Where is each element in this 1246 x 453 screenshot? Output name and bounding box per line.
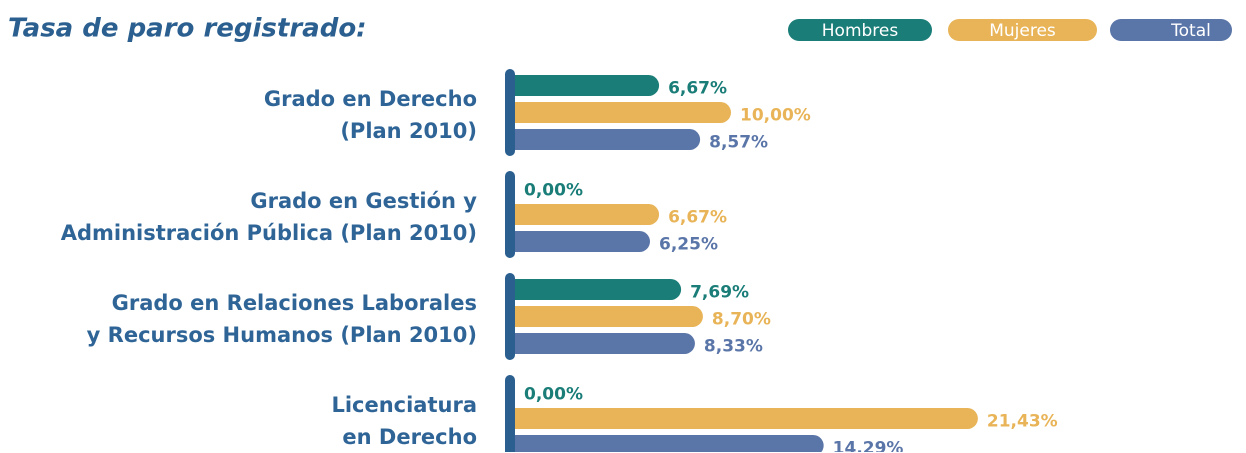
value-label: 6,67% (668, 79, 727, 99)
category-label: Grado en Derecho (Plan 2010) (263, 87, 477, 143)
category-label: Licenciatura en Derecho (331, 393, 477, 449)
bar (505, 102, 731, 123)
axis-bar (505, 171, 515, 258)
bar (505, 231, 650, 252)
legend-label: Mujeres (989, 21, 1056, 41)
legend-label: Total (1170, 21, 1211, 41)
bar (505, 333, 695, 354)
value-label: 8,70% (712, 310, 771, 330)
legend-swatch (948, 19, 1097, 41)
category-label: Grado en Gestión y Administración Públic… (60, 189, 477, 245)
bar (505, 75, 660, 96)
category-label: Grado en Relaciones Laborales y Recursos… (86, 291, 477, 347)
bar (505, 204, 660, 225)
legend-swatch (788, 19, 932, 41)
value-label: 14,29% (833, 439, 904, 453)
value-label: 7,69% (690, 283, 749, 303)
legend-label: Hombres (822, 21, 899, 41)
axis-bar (505, 273, 515, 360)
bar (505, 435, 824, 452)
legend-swatch (1110, 19, 1232, 41)
value-label: 6,25% (659, 235, 718, 255)
value-label: 21,43% (987, 412, 1058, 432)
value-label: 0,00% (524, 181, 583, 201)
bar (505, 129, 701, 150)
axis-bar (505, 375, 515, 452)
bar (505, 306, 703, 327)
value-label: 8,57% (709, 133, 768, 153)
chart-title: Tasa de paro registrado: (8, 14, 367, 44)
value-label: 0,00% (524, 385, 583, 405)
value-label: 8,33% (704, 337, 763, 357)
bar (505, 279, 682, 300)
value-label: 6,67% (668, 208, 727, 228)
value-label: 10,00% (740, 106, 811, 126)
axis-bar (505, 69, 515, 156)
bar (505, 408, 978, 429)
